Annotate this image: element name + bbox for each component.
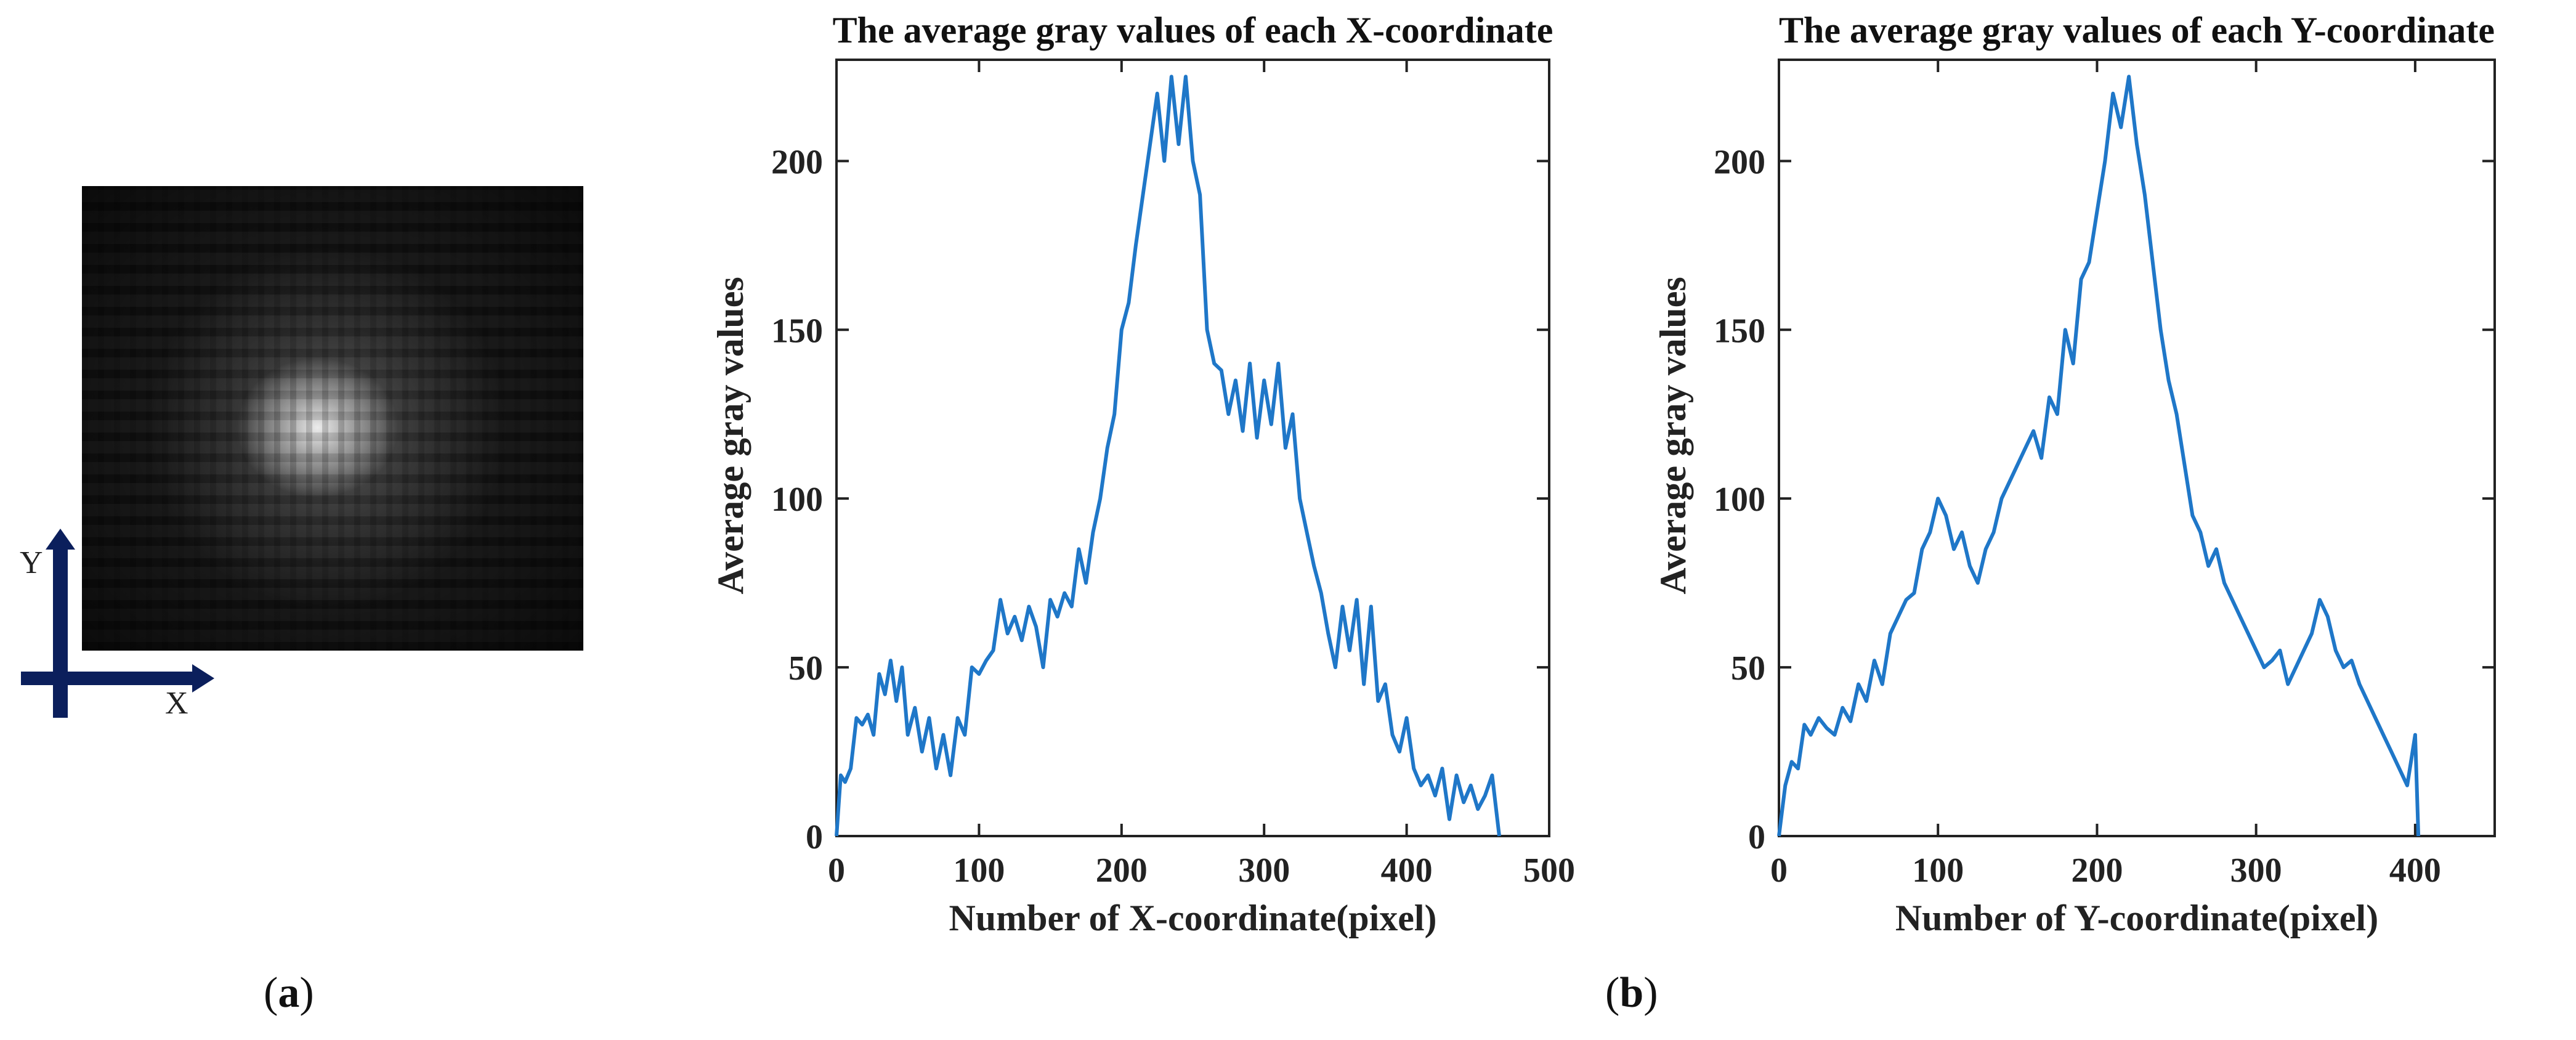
series-line (835, 75, 1501, 837)
chart-y-coordinate: 0 100 200 300 400 0 50 100 150 200 The average gra… (1653, 10, 2496, 938)
y-axis-label: Average gray values (710, 277, 751, 594)
y-tick-label: 50 (1731, 649, 1765, 688)
series-points (836, 76, 1500, 837)
x-tick-label: 100 (953, 851, 1005, 890)
x-tick-label: 200 (1096, 851, 1148, 890)
chart-title: The average gray values of each Y-coordi… (1779, 10, 2495, 51)
y-axis-arrow-icon (46, 529, 75, 718)
image-x-label: X (165, 686, 188, 721)
image-axes-indicator (21, 529, 214, 718)
y-tick-label: 0 (806, 818, 823, 856)
x-axis-arrow-icon (21, 664, 214, 693)
x-tick-label: 300 (2230, 851, 2282, 890)
x-tick-label: 100 (1912, 851, 1964, 890)
x-tick-label: 400 (1381, 851, 1433, 890)
y-tick-label: 100 (771, 481, 823, 519)
y-axis-label: Average gray values (1653, 277, 1693, 594)
y-tick-label: 0 (1748, 818, 1765, 856)
x-tick-label: 200 (2071, 851, 2123, 890)
panel-label-a: (a) (264, 969, 314, 1017)
x-tick-label: 0 (1770, 851, 1788, 890)
y-tick-label: 200 (1714, 143, 1765, 181)
y-tick-label: 150 (1714, 312, 1765, 350)
series-line (1777, 75, 2421, 837)
x-tick-label: 400 (2389, 851, 2441, 890)
y-tick-label: 200 (771, 143, 823, 181)
panel-label-b: (b) (1605, 969, 1658, 1017)
y-tick-label: 100 (1714, 481, 1765, 519)
x-tick-label: 300 (1238, 851, 1290, 890)
chart-x-coordinate: 0 100 200 300 400 500 0 50 100 150 200 The average … (710, 10, 1575, 938)
plot-frame (1778, 59, 2496, 837)
x-axis-label: Number of Y-coordinate(pixel) (1895, 898, 2378, 938)
chart-title: The average gray values of each X-coordi… (833, 10, 1553, 51)
image-y-label: Y (20, 545, 43, 580)
x-tick-label: 0 (828, 851, 845, 890)
y-tick-label: 50 (788, 649, 823, 688)
beam-intensity-image (82, 186, 583, 651)
x-axis-label: Number of X-coordinate(pixel) (949, 898, 1436, 938)
y-tick-label: 150 (771, 312, 823, 350)
x-tick-label: 500 (1523, 851, 1575, 890)
plot-frame (835, 59, 1550, 837)
series-points (1778, 76, 2419, 837)
